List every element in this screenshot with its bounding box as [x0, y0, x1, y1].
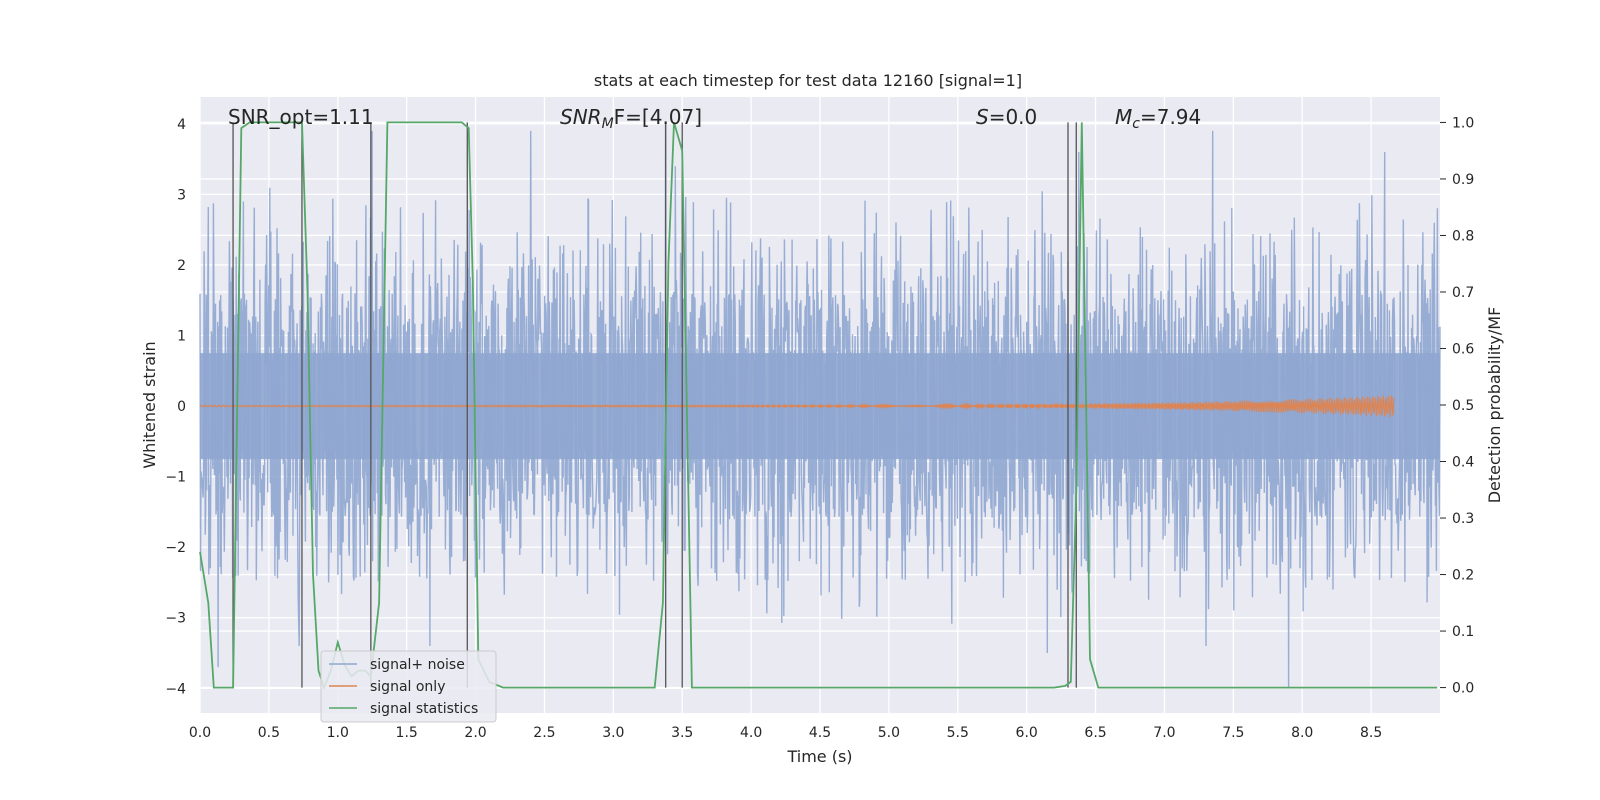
y2-tick-label: 1.0	[1452, 115, 1474, 131]
y-tick-label: −1	[165, 470, 186, 486]
signal-statistics-series	[199, 121, 1438, 691]
x-tick-label: 4.5	[809, 725, 831, 741]
y2-tick-labels: 1.0 0.9 0.8 0.7 0.6 0.5 0.4 0.3 0.2 0.1 0.0	[1440, 115, 1474, 697]
y2-tick-label: 0.4	[1452, 455, 1474, 471]
x-tick-label: 3.0	[602, 725, 624, 741]
x-tick-label: 0.0	[189, 725, 211, 741]
snr-mf-annotation: SNRMF=[4.07]	[560, 105, 702, 132]
x-tick-label: 2.5	[533, 725, 555, 741]
x-tick-label: 1.0	[327, 725, 349, 741]
mc-annotation: Mc=7.94	[1115, 105, 1201, 132]
y-tick-label: 3	[177, 187, 186, 203]
y2-tick-label: 0.7	[1452, 285, 1474, 301]
x-tick-label: 6.0	[1016, 725, 1038, 741]
legend-label-noise: signal+ noise	[370, 657, 465, 673]
y-tick-label: −2	[165, 540, 186, 556]
x-tick-label: 3.5	[671, 725, 693, 741]
y2-tick-label: 0.8	[1452, 228, 1474, 244]
x-tick-label: 5.5	[947, 725, 969, 741]
mc-base: M	[1115, 105, 1132, 129]
x-tick-label: 7.5	[1222, 725, 1244, 741]
legend-label-statistics: signal statistics	[370, 701, 478, 717]
x-tick-label: 5.0	[878, 725, 900, 741]
mc-rest: =7.94	[1140, 105, 1201, 129]
s-rest: =0.0	[989, 105, 1038, 129]
y2-axis-label: Detection probability/MF	[1485, 307, 1504, 504]
s-base: S	[976, 105, 989, 129]
x-tick-label: 7.0	[1153, 725, 1175, 741]
x-tick-label: 8.5	[1360, 725, 1382, 741]
snr-mf-base: SNR	[560, 105, 602, 129]
x-tick-label: 2.0	[464, 725, 486, 741]
x-tick-label: 1.5	[396, 725, 418, 741]
snr-mf-rest: F=[4.07]	[614, 105, 702, 129]
x-tick-label: 6.5	[1084, 725, 1106, 741]
x-tick-label: 4.0	[740, 725, 762, 741]
s-annotation: S=0.0	[976, 105, 1037, 129]
legend: signal+ noise signal only signal statist…	[320, 650, 497, 723]
signal-only-trace	[199, 395, 1395, 418]
x-tick-label: 0.5	[258, 725, 280, 741]
y2-tick-label: 0.2	[1452, 568, 1474, 584]
y-tick-label: 4	[177, 117, 186, 133]
signal-only-series	[199, 395, 1395, 418]
snr-opt-annotation: SNR_opt=1.11	[228, 105, 374, 129]
snr-mf-sub: M	[602, 116, 614, 132]
y-tick-label: −3	[165, 611, 186, 627]
x-axis-label: Time (s)	[786, 747, 852, 766]
legend-label-signal-only: signal only	[370, 679, 445, 695]
y2-tick-label: 0.1	[1452, 624, 1474, 640]
y-tick-label: 0	[177, 399, 186, 415]
x-tick-labels: 0.0 0.5 1.0 1.5 2.0 2.5 3.0 3.5 4.0 4.5 5.0 5.5 6.0 6…	[189, 725, 1382, 741]
chart-title: stats at each timestep for test data 121…	[594, 71, 1022, 90]
mc-sub: c	[1132, 116, 1140, 132]
y2-tick-label: 0.9	[1452, 172, 1474, 188]
y2-tick-label: 0.5	[1452, 398, 1474, 414]
statistics-trace	[199, 121, 1438, 691]
y-tick-label: 1	[177, 328, 186, 344]
legend-box	[320, 650, 497, 723]
y2-tick-label: 0.3	[1452, 511, 1474, 527]
y-tick-label: 2	[177, 258, 186, 274]
y-tick-labels: 4 3 2 1 0 −1 −2 −3 −4	[165, 117, 186, 697]
y-tick-label: −4	[165, 681, 186, 697]
y-axis-label: Whitened strain	[140, 341, 159, 468]
x-tick-label: 8.0	[1291, 725, 1313, 741]
noise-trace	[199, 123, 1441, 689]
y2-tick-label: 0.6	[1452, 341, 1474, 357]
y2-tick-label: 0.0	[1452, 681, 1474, 697]
